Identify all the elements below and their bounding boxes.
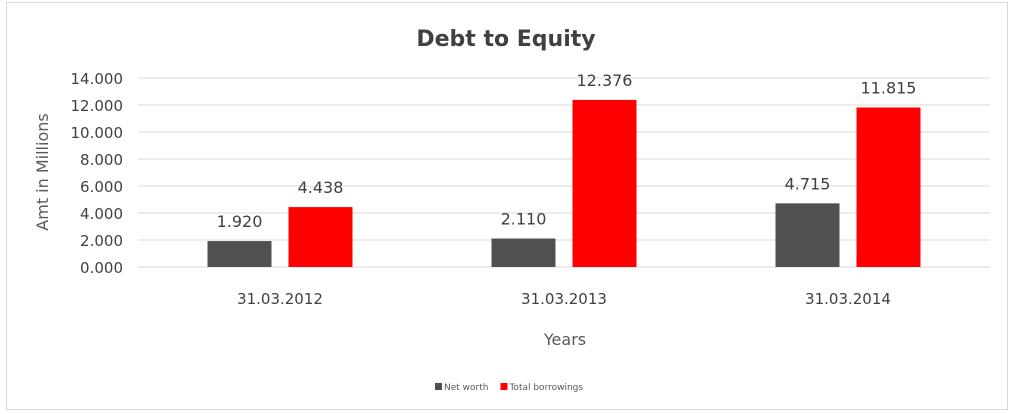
legend-swatch xyxy=(435,383,442,390)
y-tick-label: 0.000 xyxy=(80,259,123,277)
data-label: 11.815 xyxy=(861,78,917,97)
bar-net-worth xyxy=(491,238,556,267)
y-tick-label: 8.000 xyxy=(80,151,123,169)
data-label: 4.715 xyxy=(785,174,831,193)
x-tick-label: 31.03.2012 xyxy=(237,290,323,308)
bar-net-worth xyxy=(207,241,272,267)
y-tick-label: 14.000 xyxy=(71,70,124,88)
chart-title: Debt to Equity xyxy=(416,27,595,52)
y-tick-label: 6.000 xyxy=(80,178,123,196)
data-label: 1.920 xyxy=(217,212,263,231)
chart-border xyxy=(6,2,1008,410)
y-tick-label: 10.000 xyxy=(71,124,124,142)
bar-total-borrowings xyxy=(572,99,637,267)
y-tick-label: 4.000 xyxy=(80,205,123,223)
legend-label: Total borrowings xyxy=(508,383,583,393)
data-label: 4.438 xyxy=(298,178,344,197)
y-tick-label: 12.000 xyxy=(71,97,124,115)
x-tick-label: 31.03.2013 xyxy=(521,290,607,308)
x-tick-label: 31.03.2014 xyxy=(805,290,891,308)
data-label: 2.110 xyxy=(501,210,547,229)
legend-label: Net worth xyxy=(444,383,488,393)
bar-total-borrowings xyxy=(288,207,353,267)
y-axis-label: Amt in Millions xyxy=(33,113,52,230)
x-axis-label: Years xyxy=(543,330,586,349)
legend-swatch xyxy=(500,383,508,390)
data-label: 12.376 xyxy=(577,71,633,90)
bar-total-borrowings xyxy=(856,107,921,267)
bar-net-worth xyxy=(775,203,840,267)
y-tick-label: 2.000 xyxy=(80,232,123,250)
